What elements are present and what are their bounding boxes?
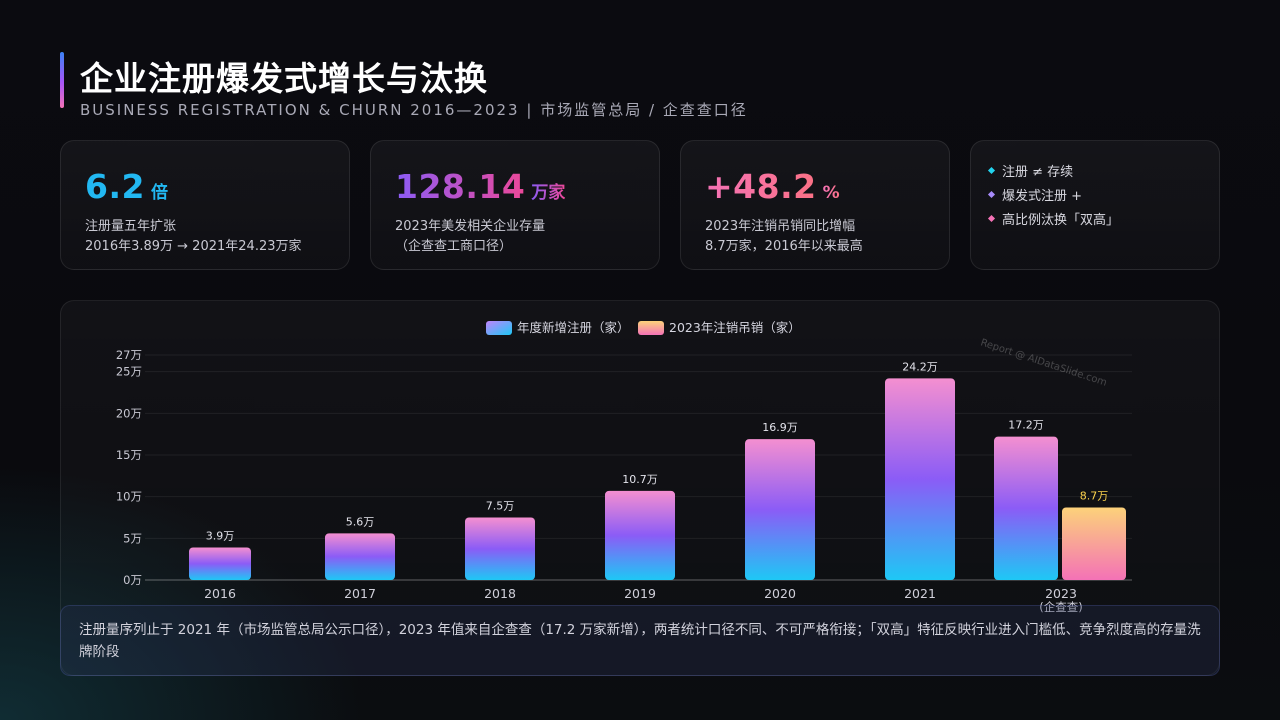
kpi-card-growth: 6.2 倍 注册量五年扩张 2016年3.89万 → 2021年24.23万家 <box>60 140 350 270</box>
kpi-description: 2023年美发相关企业存量 （企查查工商口径） <box>395 217 545 257</box>
kpi-value: 6.2 倍 <box>85 167 168 206</box>
note-item: 高比例汰换「双高」 <box>987 209 1120 233</box>
kpi-desc-line: 2016年3.89万 → 2021年24.23万家 <box>85 239 302 254</box>
kpi-desc-line: 8.7万家，2016年以来最高 <box>705 239 863 254</box>
kpi-card-stock: 128.14 万家 2023年美发相关企业存量 （企查查工商口径） <box>370 140 660 270</box>
footer-note-text: 注册量序列止于 2021 年（市场监管总局公示口径），2023 年值来自企查查（… <box>79 622 1201 660</box>
title-accent-bar <box>60 52 64 108</box>
note-item: 注册 ≠ 存续 <box>987 161 1119 185</box>
page-subtitle: BUSINESS REGISTRATION & CHURN 2016—2023 … <box>80 101 748 119</box>
diamond-bullet-icon <box>987 214 996 223</box>
note-text: 注册 ≠ 存续 <box>1002 165 1074 180</box>
kpi-number: +48.2 <box>705 167 817 206</box>
kpi-desc-line: 2023年美发相关企业存量 <box>395 219 546 234</box>
notes-list: 注册 ≠ 存续 爆发式注册 + 高比例汰换「双高」 <box>987 161 1120 233</box>
kpi-desc-line: 注册量五年扩张 <box>85 219 177 234</box>
kpi-number: 6.2 <box>85 167 145 206</box>
kpi-description: 2023年注销吊销同比增幅 8.7万家，2016年以来最高 <box>705 217 863 257</box>
diamond-bullet-icon <box>987 166 996 175</box>
kpi-description: 注册量五年扩张 2016年3.89万 → 2021年24.23万家 <box>85 217 302 257</box>
note-item: 爆发式注册 + <box>987 185 1119 209</box>
kpi-number: 128.14 <box>395 167 526 206</box>
kpi-desc-line: （企查查工商口径） <box>395 239 513 254</box>
kpi-card-churn: +48.2% 2023年注销吊销同比增幅 8.7万家，2016年以来最高 <box>680 140 950 270</box>
kpi-unit: 万家 <box>531 183 566 203</box>
footer-note-box: 注册量序列止于 2021 年（市场监管总局公示口径），2023 年值来自企查查（… <box>60 605 1220 676</box>
kpi-value: 128.14 万家 <box>395 167 565 206</box>
kpi-desc-line: 2023年注销吊销同比增幅 <box>705 219 856 234</box>
diamond-bullet-icon <box>987 190 996 199</box>
note-text: 爆发式注册 + <box>1002 189 1083 204</box>
page-title: 企业注册爆发式增长与汰换 <box>80 59 488 98</box>
kpi-value: +48.2% <box>705 167 840 206</box>
kpi-unit: % <box>822 183 840 203</box>
kpi-unit: 倍 <box>150 183 168 203</box>
note-text: 高比例汰换「双高」 <box>1002 213 1120 228</box>
notes-card: 注册 ≠ 存续 爆发式注册 + 高比例汰换「双高」 <box>970 140 1220 270</box>
